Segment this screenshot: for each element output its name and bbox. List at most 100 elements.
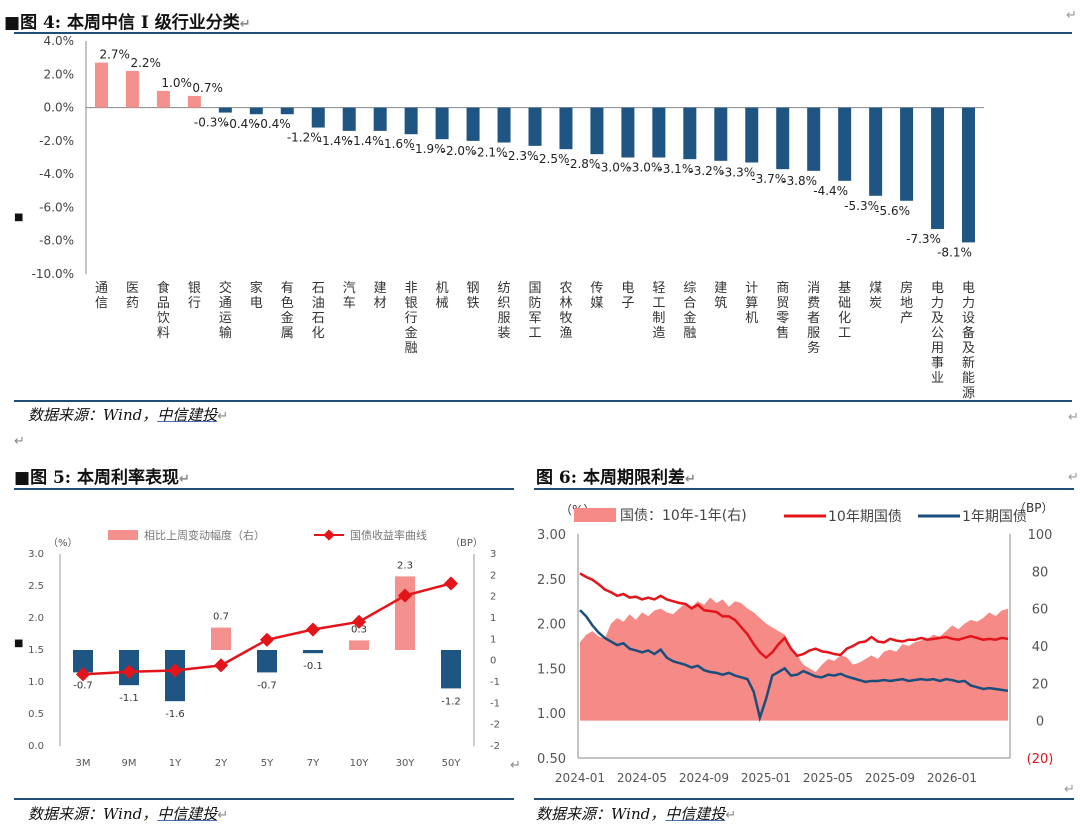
fig4-category-label: 造 [652, 326, 665, 341]
fig5-bar [257, 650, 277, 673]
fig4-category-label: 及 [962, 341, 975, 356]
fig4-category-label: 信 [95, 296, 108, 311]
fig5-right-unit: （BP） [450, 537, 483, 549]
fig5-bar-label: -0.7 [257, 680, 277, 691]
fig4-data-label: -1.2% [287, 131, 322, 145]
fig5-bar-label: -1.1 [119, 693, 139, 704]
fig5-bar-label: 2.3 [397, 560, 413, 571]
fig5-category-label: 9M [122, 758, 137, 769]
fig6-top-rule [534, 488, 1074, 490]
fig4-data-label: -2.0% [442, 144, 477, 158]
fig4-category-label: 车 [343, 295, 356, 311]
fig4-data-label: -3.2% [689, 164, 724, 178]
fig4-category-label: 属 [281, 326, 294, 341]
fig4-category-label: 电 [250, 296, 263, 311]
fig4-category-label: 电 [962, 281, 975, 296]
fig4-source-prefix: 数据来源：Wind， [28, 406, 158, 424]
fig4-category-label: 事 [931, 356, 944, 371]
fig5-title: 图 5: 本周利率表现 [30, 468, 180, 488]
fig6-legend-area-label: 国债：10年-1年(右) [620, 508, 747, 524]
fig5-source-link[interactable]: 中信建投 [157, 805, 218, 823]
fig5-category-label: 2Y [215, 758, 228, 769]
fig6-source-link[interactable]: 中信建投 [665, 805, 726, 823]
fig4-category-label: 石 [312, 311, 325, 326]
fig4-data-label: -5.3% [844, 199, 879, 213]
fig5-source: 数据来源：Wind，中信建投↵ [28, 805, 229, 823]
fig6-right-tick: (20) [1027, 752, 1054, 767]
fig4-category-label: 国 [528, 281, 541, 296]
fig4-data-label: 2.2% [130, 56, 161, 70]
fig4-category-label: 消 [807, 281, 820, 296]
fig6-x-label: 2024-01 [555, 771, 605, 785]
fig4-bar [807, 107, 821, 171]
fig4-heading: ■图 4: 本周中信 I 级行业分类↵ [4, 13, 251, 33]
fig5-category-label: 1Y [169, 758, 182, 769]
fig4-category-label: 防 [528, 295, 541, 311]
fig5-left-tick: 1.0 [28, 677, 44, 688]
fig6-left-tick: 1.50 [537, 662, 566, 677]
fig4-category-label: 能 [962, 371, 975, 386]
fig4-data-label: -3.8% [782, 174, 817, 188]
fig4-category-label: 牧 [559, 311, 572, 326]
fig6-legend-10y-label: 10年期国债 [828, 509, 902, 525]
fig5-curve-point [167, 663, 183, 678]
fig5-right-tick: 1 [490, 613, 496, 624]
fig6-right-tick: 40 [1032, 640, 1049, 655]
fig4-data-label: -3.1% [658, 162, 693, 176]
fig4-bar [280, 107, 294, 115]
fig4-ytick-label: -10.0% [32, 267, 74, 281]
fig5-right-tick: -2 [490, 741, 500, 752]
fig4-category-label: 者 [807, 311, 820, 326]
fig4-category-label: 织 [498, 296, 511, 311]
fig4-category-label: 银 [405, 296, 418, 311]
fig4-category-label: 家 [250, 280, 263, 296]
fig4-category-label: 房 [900, 280, 913, 296]
fig4-category-label: 石 [312, 281, 325, 296]
fig5-bar [303, 650, 323, 654]
fig5-curve-point [75, 667, 91, 682]
fig6-right-tick: 80 [1032, 565, 1049, 580]
fig5-curve-point [259, 632, 275, 647]
fig4-category-label: 产 [900, 311, 913, 326]
fig4-data-label: -2.8% [566, 157, 601, 171]
fig6-right-tick: 0 [1036, 715, 1044, 730]
fig6-source-prefix: 数据来源：Wind， [536, 805, 666, 823]
fig4-category-label: 融 [683, 326, 696, 341]
fig4-data-label: -1.6% [380, 137, 415, 151]
fig4-category-label: 渔 [559, 326, 572, 341]
fig5-bar-label: -0.7 [73, 680, 93, 691]
fig4-category-label: 售 [776, 325, 789, 341]
fig6-x-label: 2024-09 [679, 771, 729, 785]
fig4-heading-mark: ■ [4, 13, 21, 33]
fig4-data-label: 1.0% [161, 76, 192, 90]
fig4-category-label: 材 [374, 296, 387, 311]
fig4-bar [714, 107, 728, 161]
fig4-bar [900, 107, 914, 201]
fig4-category-label: 综 [683, 281, 696, 296]
fig5-bar-label: 0.7 [213, 612, 229, 623]
fig4-bar [590, 107, 604, 155]
fig6-1y-line [579, 609, 1009, 723]
fig4-bar [683, 107, 697, 160]
fig4-source-link[interactable]: 中信建投 [157, 406, 218, 424]
fig4-ytick-label: -2.0% [39, 134, 74, 148]
fig6-bottom-rule [534, 798, 1074, 800]
fig4-bar [94, 62, 108, 108]
fig4-category-label: 油 [312, 296, 325, 311]
fig5-curve-point [443, 576, 459, 591]
fig4-source: 数据来源：Wind，中信建投↵ [28, 406, 229, 424]
fig4-chart: 4.0% 2.0% 0.0% -2.0% -4.0% -6.0% -8.0% -10.0% 2.… [32, 34, 984, 400]
fig4-data-label: -3.0% [627, 161, 662, 175]
fig4-bar [776, 107, 790, 170]
fig5-left-tick: 0.0 [28, 741, 44, 752]
fig4-data-label: -3.3% [720, 165, 755, 179]
fig5-top-rule [14, 488, 514, 490]
fig4-data-label: -0.3% [194, 116, 229, 130]
fig4-data-label: -8.1% [937, 245, 972, 259]
fig4-category-label: 子 [621, 296, 634, 311]
fig4-bar [962, 107, 976, 243]
fig4-category-label: 农 [559, 281, 572, 296]
fig4-category-label: 铁 [467, 296, 480, 311]
fig5-right-tick: 0 [490, 656, 496, 667]
fig4-category-label: 传 [590, 281, 603, 296]
